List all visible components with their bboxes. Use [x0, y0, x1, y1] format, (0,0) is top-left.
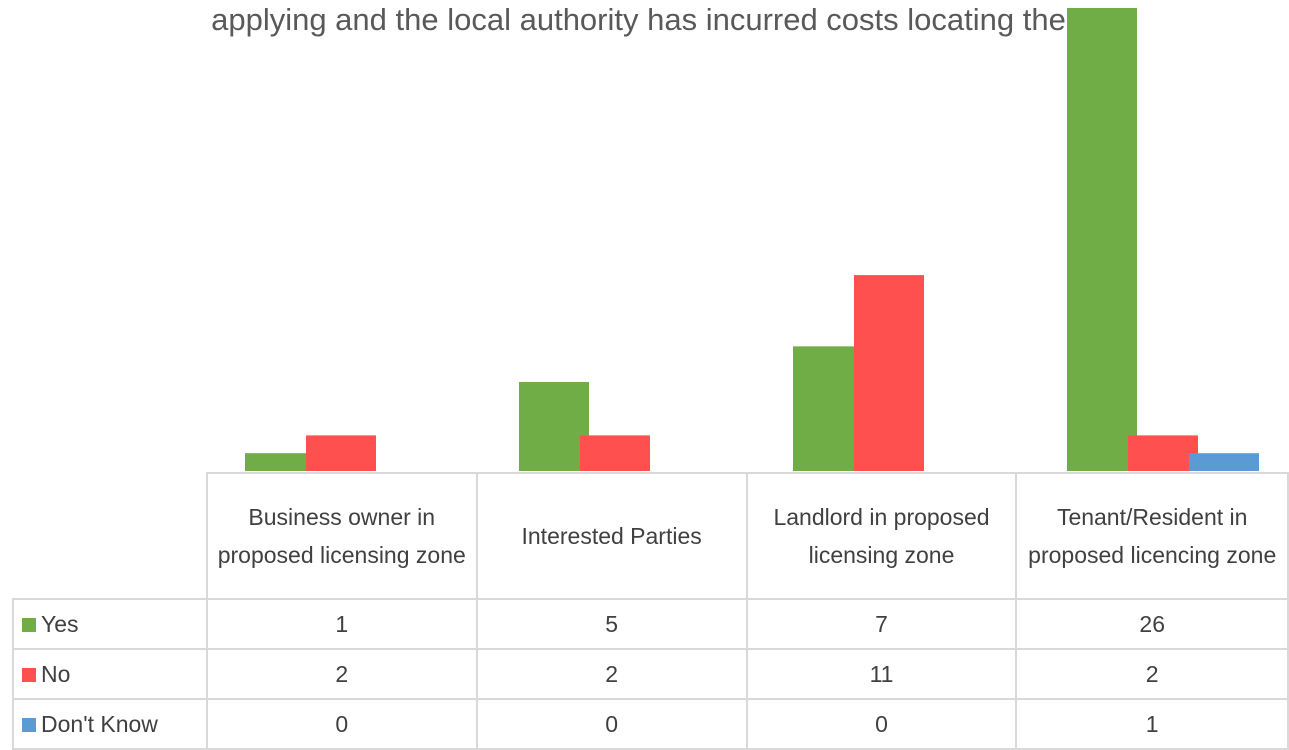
legend-key [22, 718, 36, 732]
data-row: Don't Know 0 0 0 1 [12, 698, 1289, 750]
value-cell: 0 [475, 698, 748, 750]
legend-label: Don't Know [41, 711, 158, 737]
legend-key [22, 668, 36, 682]
data-row: No 2 2 11 2 [12, 648, 1289, 700]
header-row: Business owner in proposed licensing zon… [13, 472, 1289, 600]
bar [793, 346, 863, 471]
value-cell: 0 [745, 698, 1018, 750]
value-cell: 1 [1015, 698, 1289, 750]
legend-cell: Yes [12, 598, 208, 650]
data-row: Yes 1 5 7 26 [12, 598, 1289, 650]
bar [519, 381, 589, 471]
value-cell: 1 [205, 598, 478, 650]
value-cell: 2 [475, 648, 748, 700]
bar [306, 435, 376, 471]
blank-cell [13, 473, 208, 600]
legend-cell: Don't Know [12, 698, 208, 750]
category-label: Tenant/Resident in proposed licencing zo… [1015, 472, 1289, 600]
bar [245, 453, 315, 471]
category-label: Landlord in proposed licensing zone [745, 472, 1018, 600]
legend-label: Yes [41, 611, 79, 637]
legend-cell: No [12, 648, 208, 700]
value-cell: 7 [745, 598, 1018, 650]
bar [580, 435, 650, 471]
category-label: Business owner in proposed licensing zon… [205, 472, 478, 600]
value-cell: 0 [205, 698, 478, 750]
bar [1189, 453, 1259, 471]
value-cell: 11 [745, 648, 1018, 700]
legend-label: No [41, 661, 71, 687]
value-cell: 26 [1015, 598, 1289, 650]
value-cell: 2 [205, 648, 478, 700]
bar [1067, 8, 1137, 471]
value-cell: 5 [475, 598, 748, 650]
data-table: Business owner in proposed licensing zon… [12, 472, 1289, 750]
category-label: Interested Parties [475, 472, 748, 600]
bar [854, 275, 924, 471]
bar [1128, 435, 1198, 471]
chart-title: applying and the local authority has inc… [211, 2, 1109, 37]
legend-key [22, 618, 36, 632]
value-cell: 2 [1015, 648, 1289, 700]
